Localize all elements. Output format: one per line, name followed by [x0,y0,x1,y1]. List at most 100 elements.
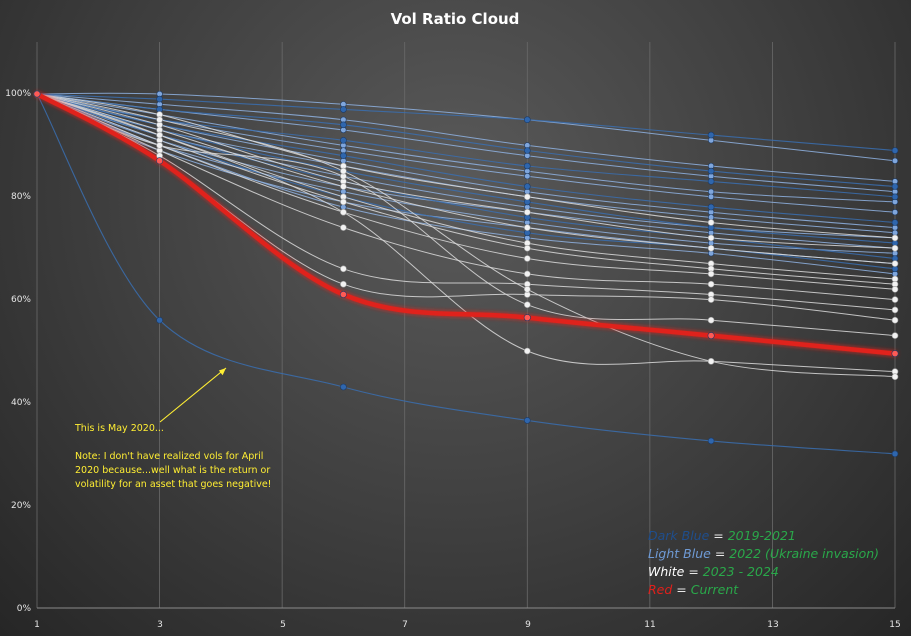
data-point-dark-blue [156,95,163,103]
data-point-red [156,157,164,165]
data-point-white [523,301,531,309]
data-point-dark-blue [523,417,531,424]
data-point-white [707,357,715,365]
data-point-dark-blue [707,131,715,139]
legend-entry: Light Blue = 2022 (Ukraine invasion) [648,546,879,561]
data-point-white [340,198,347,206]
data-point-white [707,219,715,226]
legend-entry: Dark Blue = 2019-2021 [648,528,796,543]
data-point-dark-blue [523,183,531,190]
y-tick-label: 0% [17,604,32,614]
y-tick-label: 100% [5,89,31,99]
data-point-white [523,347,531,355]
data-point-light-blue [707,188,715,195]
data-point-dark-blue [523,147,531,154]
data-point-white [707,280,715,288]
y-axis-ticks: 0% 20% 40% 60% 80% 100% [5,89,31,614]
data-point-light-blue [891,209,899,216]
x-tick-label: 1 [34,620,40,630]
data-point-white [891,316,899,324]
data-point-white [340,280,347,288]
annotation-arrow-line [159,367,227,423]
data-point-dark-blue [340,383,347,391]
data-point-white [891,260,899,267]
data-point-white [156,131,163,139]
chart-title: Vol Ratio Cloud [391,10,520,28]
data-point-white [523,244,531,252]
data-point-dark-blue [707,437,715,445]
data-point-dark-blue [891,147,899,154]
annotation-line: This is May 2020... [74,423,164,434]
data-point-light-blue [707,193,715,200]
data-point-dark-blue [891,450,899,458]
series-lines [34,91,898,455]
data-point-dark-blue [891,183,899,190]
data-point-white [523,193,531,201]
data-point-white [707,244,715,252]
data-point-white [340,208,347,216]
series-line-white [36,93,896,285]
annotation-line: 2020 because...well what is the return o… [75,465,270,476]
data-point-dark-blue [707,178,715,185]
y-tick-label: 20% [11,501,31,511]
data-point-white [891,285,899,293]
x-tick-label: 15 [889,620,900,630]
data-point-white [523,285,531,293]
series-line-dark-blue [36,93,896,455]
data-point-dark-blue [891,193,899,201]
y-tick-label: 80% [11,192,31,202]
data-point-white [156,142,163,149]
data-point-dark-blue [340,106,347,113]
annotation-line: Note: I don't have realized vols for Apr… [75,451,263,462]
x-tick-label: 13 [767,620,778,630]
data-point-white [891,306,899,314]
data-point-dark-blue [707,167,715,175]
data-point-red [33,90,41,98]
legend-value: Current [691,582,740,597]
data-point-dark-blue [340,121,347,129]
x-tick-label: 3 [157,620,163,630]
data-point-dark-blue [707,203,715,211]
data-point-white [523,270,531,278]
data-point-white [707,316,715,324]
x-axis-ticks: 1 3 5 7 9 11 13 15 [34,620,901,630]
data-point-dark-blue [891,219,899,226]
data-point-red [339,290,347,298]
data-point-dark-blue [340,152,347,159]
legend-value: 2022 (Ukraine invasion) [729,546,879,561]
legend-value: 2023 - 2024 [703,564,779,579]
data-point-white [523,255,531,262]
series-line-white [36,93,896,290]
legend: Dark Blue = 2019-2021 Light Blue = 2022 … [648,528,879,597]
data-point-white [707,270,715,278]
data-point-red [707,332,715,340]
x-tick-label: 7 [402,620,408,630]
y-tick-label: 60% [11,295,31,305]
data-point-white [891,332,899,339]
data-point-white [340,265,347,273]
series-line-white [36,93,896,337]
data-point-dark-blue [523,162,531,170]
x-tick-label: 9 [525,620,531,630]
data-point-dark-blue [523,116,531,123]
legend-label: White [648,564,685,579]
data-point-dark-blue [340,137,347,144]
data-point-light-blue [891,157,899,164]
legend-value: 2019-2021 [728,528,796,543]
annotation: This is May 2020... Note: I don't have r… [74,367,272,490]
data-point-white [891,296,899,303]
data-point-red [891,350,899,358]
legend-entry: White = 2023 - 2024 [648,564,779,579]
series-line-red [34,91,898,356]
annotation-line: volatility for an asset that goes negati… [75,479,272,490]
y-tick-label: 40% [11,398,31,408]
legend-label: Dark Blue [648,528,710,543]
data-point-white [340,183,347,190]
data-point-white [523,224,531,231]
series-markers [33,90,899,458]
data-point-white [340,224,347,231]
data-point-white [891,244,899,252]
legend-entry: Red = Current [648,582,739,597]
data-point-white [707,234,715,242]
